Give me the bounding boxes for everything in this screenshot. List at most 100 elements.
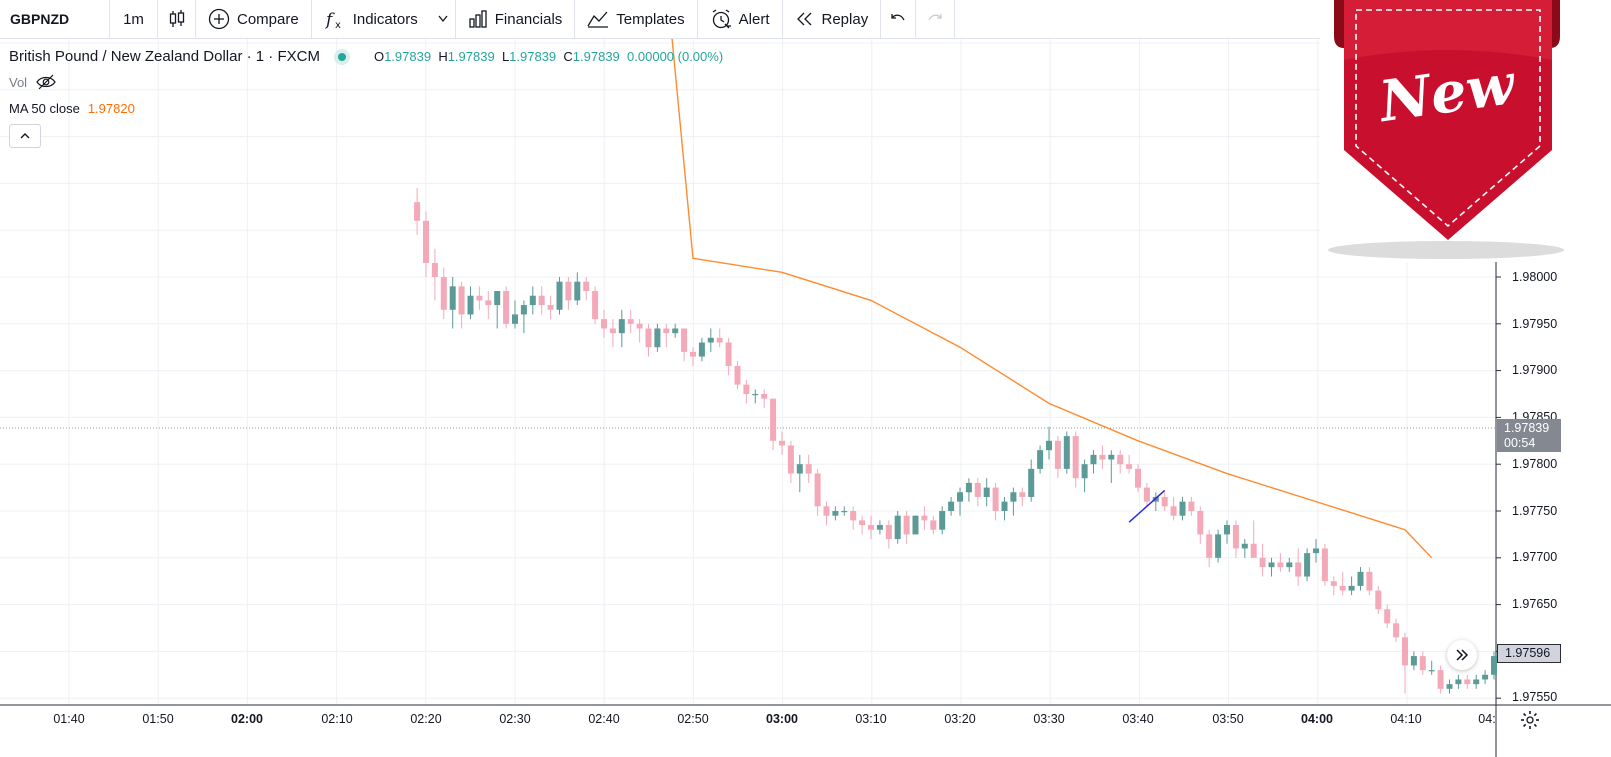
candle-body-down xyxy=(974,482,981,497)
candle xyxy=(1099,445,1106,469)
candle xyxy=(592,286,599,324)
candle xyxy=(1152,492,1159,511)
close-value: 1.97839 xyxy=(572,49,620,64)
candle xyxy=(983,478,990,507)
candle xyxy=(1464,674,1471,689)
candle xyxy=(992,482,999,521)
candle xyxy=(921,506,928,530)
candle-body-down xyxy=(1384,609,1391,624)
time-tick-label: 03:00 xyxy=(766,712,798,726)
candle xyxy=(734,361,741,390)
candle-body-up xyxy=(912,515,919,535)
candle xyxy=(1197,506,1204,544)
candle xyxy=(609,319,616,348)
candle-body-up xyxy=(698,342,705,357)
change-value: 0.00000 (0.00%) xyxy=(627,49,724,64)
candle-body-down xyxy=(1206,534,1213,558)
candle xyxy=(1366,567,1373,596)
candle-body-down xyxy=(690,351,696,357)
candle-body-down xyxy=(930,520,937,530)
candle-body-up xyxy=(965,482,972,493)
settings-gear-icon[interactable] xyxy=(1520,710,1540,730)
candle-body-down xyxy=(734,365,741,385)
candle xyxy=(556,277,563,315)
candle xyxy=(894,511,901,544)
alarm-clock-icon xyxy=(712,9,731,29)
candle xyxy=(1348,576,1355,596)
candle xyxy=(761,389,768,409)
candle-body-up xyxy=(1446,684,1453,689)
candle-body-down xyxy=(414,202,421,221)
scroll-to-realtime-button[interactable] xyxy=(1447,640,1477,670)
low-value: 1.97839 xyxy=(509,49,557,64)
templates-icon xyxy=(587,11,609,28)
volume-label: Vol xyxy=(9,74,28,90)
candle-body-up xyxy=(1179,501,1186,516)
candle-body-down xyxy=(1232,525,1239,549)
time-tick-label: 03:50 xyxy=(1212,712,1244,726)
bar-countdown: 00:54 xyxy=(1504,436,1536,450)
candle-body-down xyxy=(885,525,892,540)
candle-body-down xyxy=(921,515,928,521)
candle-body-up xyxy=(1108,454,1115,460)
candle-body-up xyxy=(1313,548,1319,554)
candle xyxy=(423,211,429,277)
price-axis[interactable]: 1.98000 1.97950 1.97900 1.97850 1.97800 … xyxy=(1496,38,1611,705)
templates-button[interactable]: Templates xyxy=(575,0,698,38)
candle-body-down xyxy=(583,281,590,292)
candle xyxy=(876,520,883,535)
financials-button[interactable]: Financials xyxy=(456,0,576,38)
symbol-description[interactable]: British Pound / New Zealand Dollar · 1 ·… xyxy=(9,48,320,65)
candle-body-up xyxy=(467,295,474,315)
candle-body-up xyxy=(1491,656,1497,675)
candle-body-down xyxy=(814,473,821,507)
candle xyxy=(1259,543,1266,577)
indicators-button[interactable]: f x Indicators xyxy=(312,0,456,38)
svg-text:x: x xyxy=(335,20,341,30)
symbol-search-button[interactable]: GBPNZD xyxy=(0,0,110,38)
redo-button[interactable] xyxy=(916,0,956,38)
candle xyxy=(512,300,518,329)
candle xyxy=(743,379,750,404)
candle-body-up xyxy=(1046,440,1052,451)
candle-body-up xyxy=(707,337,714,343)
bar-chart-icon xyxy=(469,10,487,28)
candle-body-up xyxy=(520,305,527,315)
candle-body-down xyxy=(1321,548,1328,582)
candle-body-down xyxy=(859,520,866,526)
time-tick-label: 04:00 xyxy=(1301,712,1333,726)
chart-type-button[interactable] xyxy=(158,0,196,38)
candle xyxy=(1375,585,1382,614)
collapse-legend-button[interactable] xyxy=(9,124,41,148)
interval-label: 1m xyxy=(123,10,144,28)
interval-button[interactable]: 1m xyxy=(110,0,158,38)
compare-button[interactable]: Compare xyxy=(196,0,312,38)
candle-body-down xyxy=(779,440,785,446)
candle xyxy=(1081,459,1088,493)
undo-button[interactable] xyxy=(880,0,917,38)
candle-body-up xyxy=(512,314,518,324)
alert-button[interactable]: Alert xyxy=(698,0,783,38)
candle-body-up xyxy=(832,511,839,516)
candle xyxy=(449,277,456,329)
candle xyxy=(1117,450,1124,474)
candle xyxy=(930,515,937,535)
ma-label: MA 50 close xyxy=(9,100,80,116)
candle xyxy=(1090,450,1097,474)
candle xyxy=(1491,651,1497,680)
candle xyxy=(1046,426,1052,460)
candle-body-up xyxy=(1482,674,1489,680)
ma-legend-row[interactable]: MA 50 close 1.97820 xyxy=(9,99,723,117)
candle-body-up xyxy=(529,295,536,306)
candle xyxy=(832,506,839,521)
chevron-down-icon[interactable] xyxy=(425,13,449,25)
candle xyxy=(1010,487,1017,516)
replay-button[interactable]: Replay xyxy=(783,0,881,38)
candle-body-down xyxy=(1375,590,1382,610)
candle-body-down xyxy=(1419,656,1426,671)
volume-legend-row[interactable]: Vol xyxy=(9,73,723,91)
candle-body-up xyxy=(876,525,883,530)
eye-off-icon[interactable] xyxy=(35,74,57,90)
candle-body-down xyxy=(743,384,750,394)
